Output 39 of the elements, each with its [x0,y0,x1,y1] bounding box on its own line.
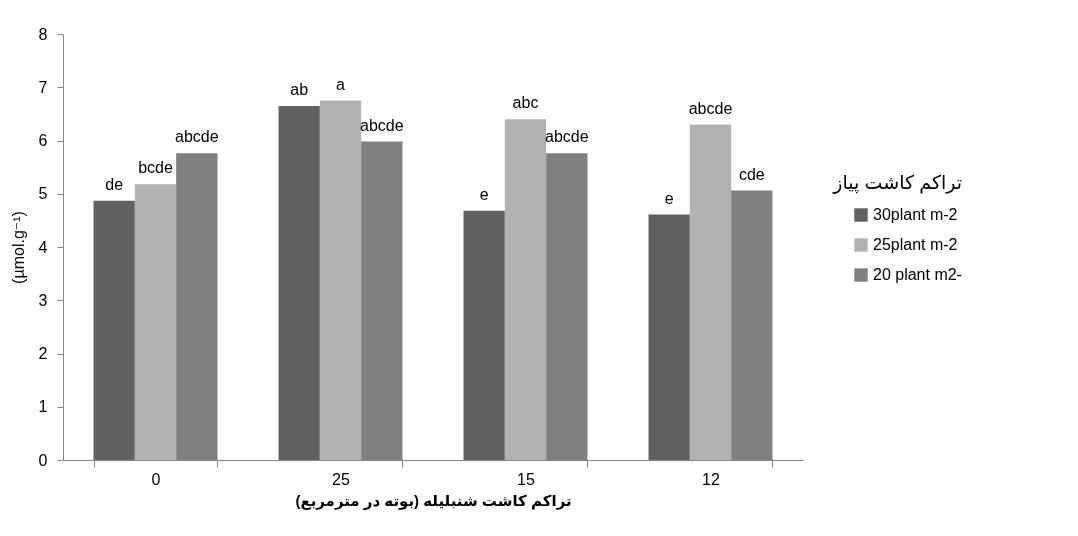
y-tick-label: 5 [38,185,48,203]
bar [93,200,135,460]
data-label: abcde [175,128,219,146]
bar [504,119,547,460]
bar [648,214,690,460]
bar [134,184,177,460]
bar [689,124,732,460]
data-label: de [105,175,124,193]
legend-label: 20 plant m2- [873,266,962,283]
data-label: e [664,189,674,207]
x-axis-title: تراکم کاشت شنبلیله (بوته در مترمربع) [295,491,572,510]
data-label: ab [290,80,309,98]
data-label: abcde [545,128,589,146]
x-tick-label: 25 [332,470,350,488]
bar [278,105,320,460]
y-tick-label: 8 [38,25,48,43]
x-tick-label: 12 [702,470,720,488]
y-tick-label: 6 [38,132,48,149]
legend-title: تراکم کاشت پیاز [832,172,962,194]
y-tick-label: 1 [38,398,48,416]
y-tick-label: 2 [38,345,48,362]
bar [463,210,505,460]
bar [319,100,362,460]
y-tick-label: 4 [38,238,48,256]
data-label: a [336,75,346,93]
x-tick-label: 15 [517,470,535,488]
y-tick-label: 0 [38,451,48,469]
data-label: abcde [688,99,733,117]
y-axis-title: (µmol.g⁻¹) [9,211,27,284]
y-tick-label: 3 [38,291,48,309]
y-tick-label: 7 [38,78,48,96]
legend-label: 25plant m-2 [873,236,958,253]
legend-label: 30plant m-2 [873,206,958,223]
data-label: abcde [360,116,404,134]
data-label: e [479,185,489,203]
x-tick-label: 0 [151,470,161,488]
data-label: abc [512,94,539,112]
data-label: cde [738,165,765,183]
data-label: bcde [138,159,173,177]
